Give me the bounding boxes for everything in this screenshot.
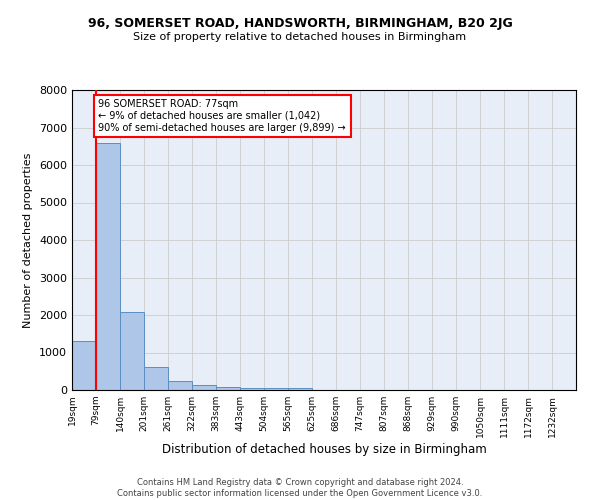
Bar — [72, 341, 96, 390]
Bar — [240, 388, 264, 390]
Bar — [96, 143, 120, 390]
Bar — [288, 388, 312, 390]
Bar — [216, 386, 240, 390]
Bar — [264, 388, 288, 390]
Bar — [144, 367, 168, 390]
Text: 96, SOMERSET ROAD, HANDSWORTH, BIRMINGHAM, B20 2JG: 96, SOMERSET ROAD, HANDSWORTH, BIRMINGHA… — [88, 18, 512, 30]
Text: 96 SOMERSET ROAD: 77sqm
← 9% of detached houses are smaller (1,042)
90% of semi-: 96 SOMERSET ROAD: 77sqm ← 9% of detached… — [98, 100, 346, 132]
Bar — [192, 385, 216, 390]
Bar — [168, 380, 192, 390]
Text: Size of property relative to detached houses in Birmingham: Size of property relative to detached ho… — [133, 32, 467, 42]
Y-axis label: Number of detached properties: Number of detached properties — [23, 152, 34, 328]
Text: Contains HM Land Registry data © Crown copyright and database right 2024.
Contai: Contains HM Land Registry data © Crown c… — [118, 478, 482, 498]
Bar — [120, 312, 144, 390]
X-axis label: Distribution of detached houses by size in Birmingham: Distribution of detached houses by size … — [161, 442, 487, 456]
